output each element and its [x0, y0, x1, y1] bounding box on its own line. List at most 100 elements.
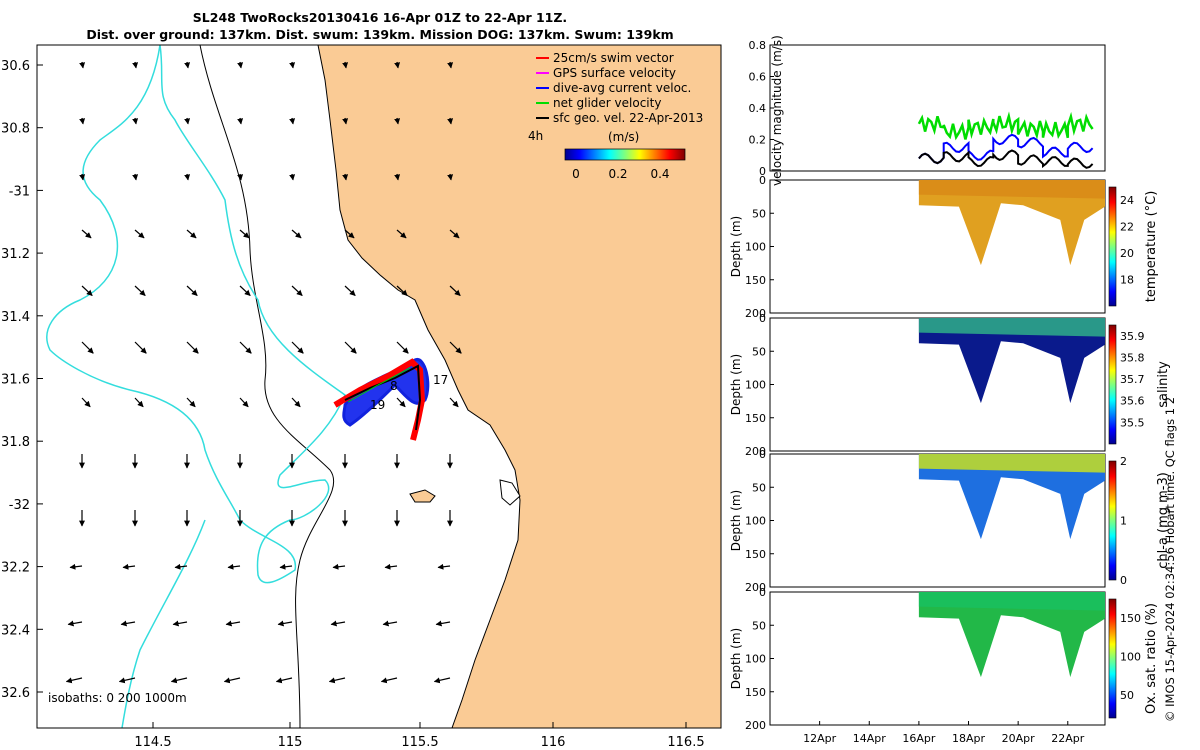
depth-colorbar-tick: 20 — [1120, 247, 1134, 260]
depth-ylabel: Depth (m) — [729, 354, 743, 415]
current-arrow — [449, 341, 462, 354]
velocity-panel-frame — [769, 44, 1106, 172]
velocity-ytick-label: 0.6 — [749, 71, 767, 84]
current-arrow — [380, 677, 398, 684]
isobath-1000 — [199, 45, 335, 728]
depth-colorbar-label: temperature (°C) — [1144, 191, 1159, 303]
speed-colorbar — [564, 148, 686, 161]
velocity-series-line — [918, 149, 1094, 169]
depth-colorbar — [1108, 598, 1117, 719]
speed-colorbar-tick: 0.4 — [650, 167, 669, 181]
depth-ytick-label: 100 — [745, 515, 766, 528]
depth-ytick-label: 50 — [752, 207, 766, 220]
depth-colorbar-tick: 18 — [1120, 274, 1134, 287]
time-xtick-label: 12Apr — [803, 732, 837, 745]
depth-surface-layer — [918, 180, 1105, 199]
lon-tick-label: 116.5 — [667, 735, 704, 750]
current-arrow — [396, 229, 407, 239]
current-arrow — [81, 397, 91, 408]
current-arrow — [384, 563, 398, 570]
current-arrow — [239, 285, 251, 296]
lat-tick-label: 30.8 — [1, 122, 30, 137]
current-arrow — [289, 173, 296, 181]
current-arrow — [186, 397, 196, 408]
current-arrow — [237, 117, 244, 125]
current-arrow — [79, 61, 86, 69]
current-arrow — [184, 173, 191, 181]
current-arrow — [174, 563, 188, 570]
current-arrow — [134, 341, 147, 354]
depth-ytick-label: 0 — [759, 312, 766, 325]
current-arrow — [225, 620, 241, 627]
current-arrow — [394, 117, 401, 125]
legend-entry: sfc geo. vel. 22-Apr-2013 — [553, 111, 703, 125]
current-arrow — [184, 117, 191, 125]
isobath-200-south — [121, 519, 206, 728]
depth-colorbar-tick: 35.8 — [1120, 351, 1145, 364]
current-arrow — [394, 173, 401, 181]
lon-tick-label: 115 — [278, 735, 303, 750]
depth-colorbar-tick: 35.5 — [1120, 416, 1145, 429]
glider-track — [333, 358, 430, 441]
current-arrow — [291, 285, 303, 296]
time-xtick-label: 20Apr — [1002, 732, 1036, 745]
lat-tick-label: -32 — [9, 498, 30, 513]
lat-tick-label: 32.2 — [1, 561, 30, 576]
coast-inlet — [499, 479, 521, 506]
lat-tick-label: 32.4 — [1, 623, 30, 638]
legend-entry: GPS surface velocity — [553, 66, 676, 80]
land-area — [317, 45, 721, 728]
current-arrow — [289, 117, 296, 125]
lon-tick-label: 116 — [541, 735, 566, 750]
current-arrow — [118, 677, 136, 684]
current-arrow — [132, 61, 139, 69]
depth-section-fill — [918, 592, 1105, 678]
depth-ytick-label: 50 — [752, 481, 766, 494]
depth-ytick-label: 200 — [745, 581, 766, 594]
depth-colorbar-tick: 24 — [1120, 194, 1134, 207]
current-arrow — [277, 620, 293, 627]
depth-ytick-label: 150 — [745, 274, 766, 287]
lat-tick-label: 31.4 — [1, 310, 30, 325]
current-arrow — [344, 229, 355, 239]
depth-colorbar-tick: 0 — [1120, 574, 1127, 587]
island — [409, 489, 436, 503]
lat-tick-label: 32.6 — [1, 686, 30, 701]
current-arrow — [237, 173, 244, 181]
current-arrow — [279, 563, 293, 570]
current-arrow — [134, 229, 145, 239]
current-arrow — [291, 397, 301, 408]
current-arrow — [435, 620, 451, 627]
imos-credit: © IMOS 15-Apr-2024 02:34:56 Hobart time.… — [1163, 396, 1177, 722]
depth-ytick-label: 150 — [745, 548, 766, 561]
depth-ytick-label: 150 — [745, 412, 766, 425]
depth-ytick-label: 0 — [759, 448, 766, 461]
net-glider-track — [347, 367, 411, 403]
depth-ytick-label: 0 — [759, 174, 766, 187]
depth-ytick-label: 100 — [745, 241, 766, 254]
current-arrow — [134, 397, 144, 408]
velocity-ytick-label: 0.2 — [749, 134, 767, 147]
depth-section-fill — [918, 318, 1105, 404]
current-arrow — [239, 341, 252, 354]
current-arrow — [330, 620, 346, 627]
current-arrow — [120, 620, 136, 627]
current-arrow — [447, 61, 454, 69]
velocity-ylabel: velocity magnitude (m/s) — [770, 35, 784, 186]
current-arrow — [79, 117, 86, 125]
time-xtick-label: 22Apr — [1051, 732, 1085, 745]
current-arrow — [344, 285, 356, 296]
current-arrow — [67, 620, 83, 627]
current-arrow — [239, 397, 249, 408]
colorbar-unit: (m/s) — [608, 130, 639, 144]
depth-ytick-label: 50 — [752, 619, 766, 632]
current-arrow — [344, 341, 357, 354]
map-frame — [36, 44, 722, 729]
depth-colorbar-tick: 35.9 — [1120, 330, 1145, 343]
lat-tick-label: 31.6 — [1, 373, 30, 388]
track-label: 17 — [433, 373, 448, 387]
current-arrow — [81, 285, 93, 296]
time-xtick-label: 18Apr — [952, 732, 986, 745]
current-arrow — [237, 61, 244, 69]
depth-section-fill — [918, 180, 1105, 266]
